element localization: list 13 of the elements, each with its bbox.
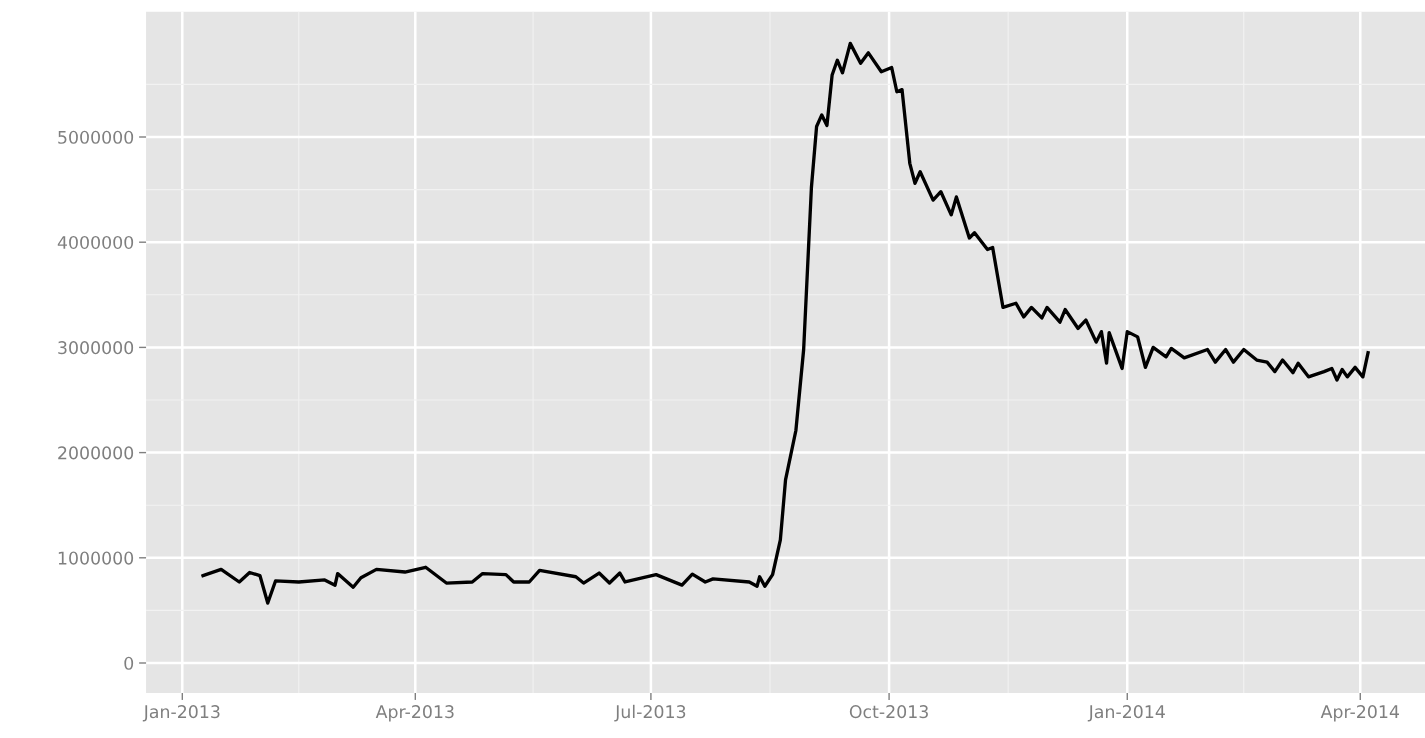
x-tick-label: Apr-2014 bbox=[1320, 705, 1399, 722]
y-tick-label: 2000000 bbox=[58, 446, 134, 460]
x-tick-label: Jan-2013 bbox=[142, 705, 220, 722]
y-tick-label: 1000000 bbox=[58, 551, 134, 565]
y-tick-label: 4000000 bbox=[57, 235, 134, 250]
y-tick-label: 5000000 bbox=[58, 130, 134, 144]
y-tick-label: 0 bbox=[124, 656, 134, 670]
x-tick-label: Oct-2013 bbox=[849, 705, 928, 719]
x-tick-label: Apr-2013 bbox=[375, 705, 454, 722]
line-series bbox=[201, 41, 1370, 605]
y-tick-label: 3000000 bbox=[58, 341, 134, 355]
x-tick-label: Jul-2013 bbox=[614, 704, 686, 722]
x-tick-label: Jan-2014 bbox=[1087, 705, 1165, 722]
